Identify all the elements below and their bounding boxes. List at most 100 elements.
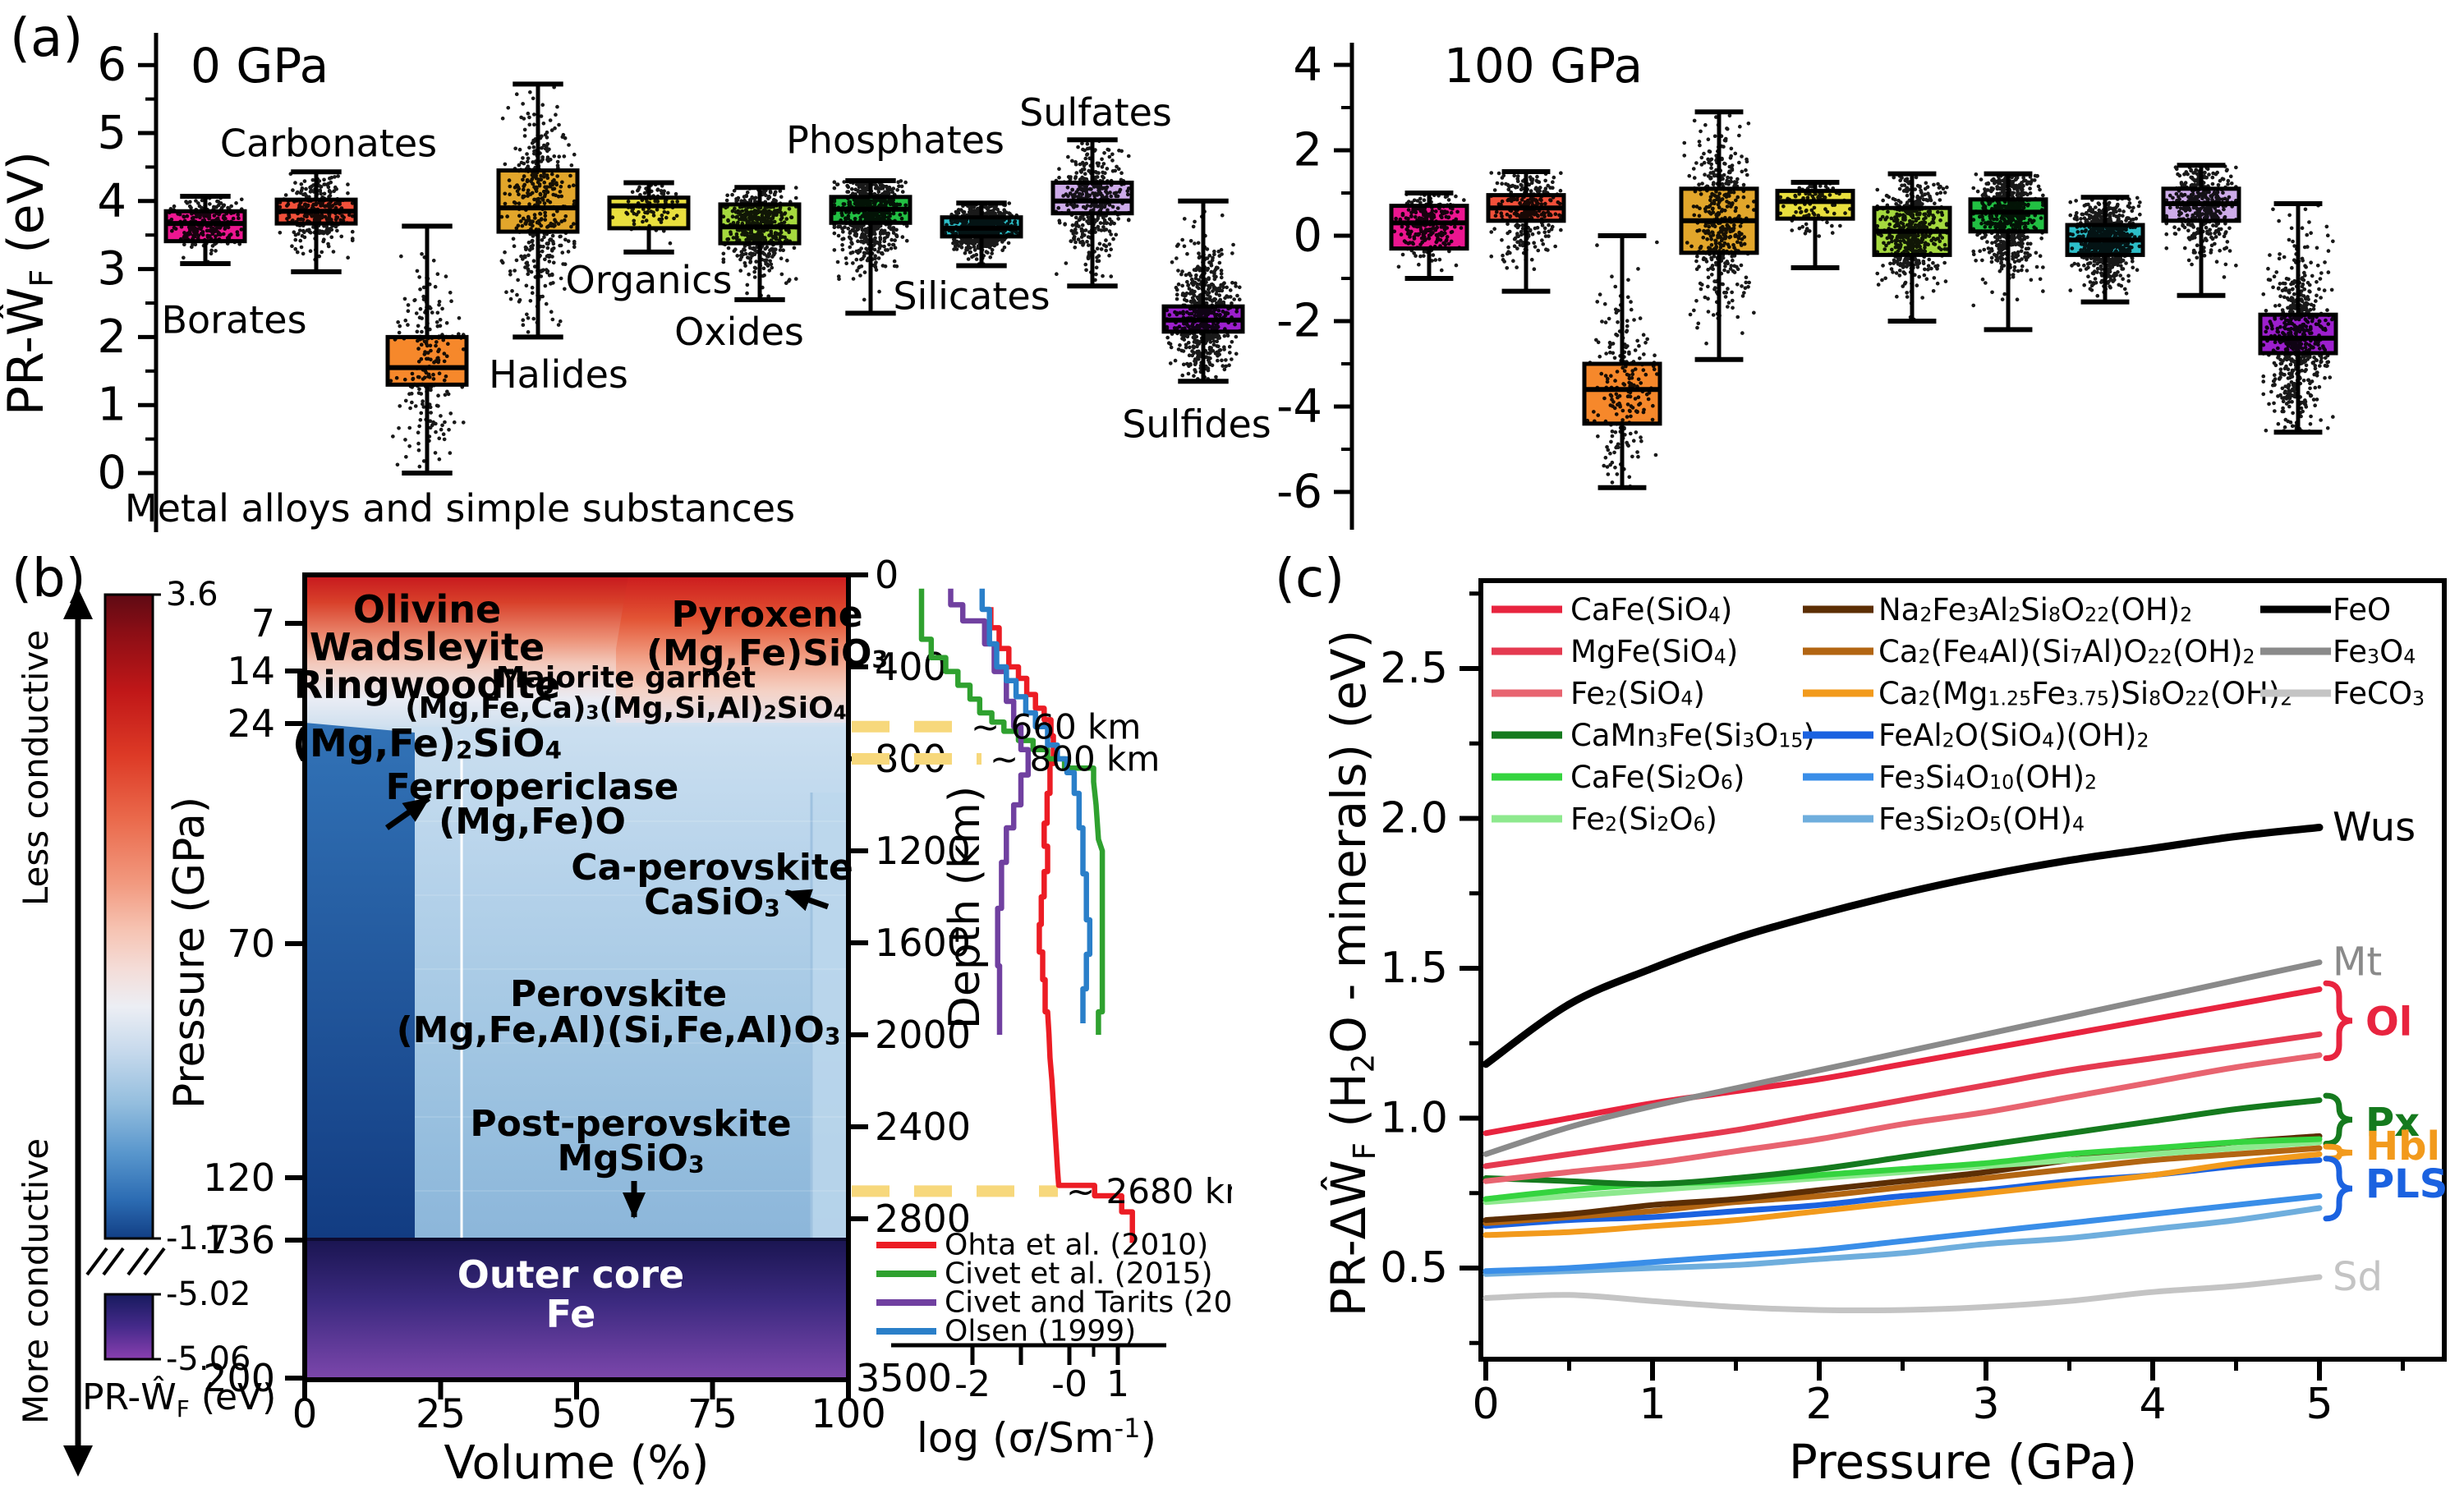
series-Fe2-SiO4- [1483,1052,2323,1184]
conductivity-plot: -2 -0 1 log (σ/Sm-1) Ohta et al. (2010)Civet… [876,588,1232,1462]
depth-last-label: 3500 [856,1356,952,1400]
box-phosphates [1968,171,2048,333]
ca-perovskite-arrow [784,889,830,912]
cond-legend-item: Ohta et al. (2010) [876,1229,1208,1262]
volume-tick-label: 100 [811,1391,886,1437]
legend-item: CaFe(SiO4) [1492,592,1732,627]
jitter-points [1778,182,1852,238]
cond-legend-label: Civet et al. (2015) [945,1257,1213,1291]
y-tick-label: 2.5 [1380,644,1448,693]
region-line: (Mg,Fe,Al)(Si,Fe,Al)O3 [397,1009,841,1051]
y-tick-label: -2 [1276,295,1322,348]
colorbar-upper [103,593,154,1240]
ferropericlase-column [305,723,415,1239]
y-tick-label: 6 [97,39,126,92]
plot-title: 0 GPa [191,38,329,94]
break-slash [143,1247,166,1276]
more-conductive-label: More conductive [16,1138,56,1424]
category-label: Phosphates [786,117,1004,162]
jitter-points [1971,172,2045,308]
legend-label: Ca2(Mg1.25Fe3.75)Si8O22(OH)2 [1878,676,2292,711]
box-sulfides [2258,201,2338,435]
legend-label: FeCO3 [2333,676,2425,711]
region-line: Wadsleyite [310,625,545,669]
boxplot-right: 4 2 0 -2 -4 -6 100 GPa [1276,38,2338,530]
legend-label: Fe3Si2O5(OH)4 [1878,802,2085,837]
y-tick-label: 4 [97,174,126,227]
pressure-axis-label: Pressure (GPa) [165,797,214,1109]
depth-tick-label: 0 [875,553,899,597]
volume-tick-label: 25 [416,1391,466,1437]
series-Civet-et-al-2015- [918,588,1106,1035]
pressure-axis: 714 24 70 120 136 200 Pressure (GPa) [165,601,305,1400]
cond-legend-label: Olsen (1999) [945,1315,1136,1349]
jitter-points [1682,113,1756,346]
region-line: CaSiO3 [644,881,780,923]
region-ferropericlase: Ferropericlase(Mg,Fe)O [386,766,679,843]
legend-item: FeCO3 [2260,676,2425,711]
box-halides [496,81,580,340]
box-organics [1775,180,1855,270]
legend-item: Fe2(SiO4) [1492,676,1705,711]
jitter-points [388,252,466,469]
cond-x-tick-label: -2 [954,1363,991,1405]
jitter-points [1875,174,1949,322]
arrow-down-head [63,1445,93,1477]
volume-axis: 0 25 50 75 100 Volume (%) [292,1380,886,1490]
curve-label-Hbl: Hbl [2365,1124,2440,1169]
y-axis-label: PR-ŴF (eV) [0,151,60,416]
x-tick-label: 2 [1805,1380,1832,1429]
box-borates [163,194,247,266]
line-chart: 0.5 1.0 1.5 2.0 2.5 0 1 2 3 4 5 Pressure (GPa) PR-ΔŴ… [1320,578,2448,1490]
cond-x-axis-label: log (σ/Sm-1) [917,1413,1156,1462]
legend-label: FeO [2333,592,2391,627]
series-Fe2-Si2O6- [1483,1139,2323,1206]
x-axis-label: Pressure (GPa) [1789,1434,2137,1490]
curve-group-brace [2323,1156,2353,1222]
y-tick-label: 0 [1293,209,1322,263]
pressure-tick-label: 14 [227,649,275,693]
region-line: MgSiO3 [557,1137,704,1179]
jitter-points [610,182,687,246]
boxplot-left: 0 1 2 3 4 5 6 0 GPa Borates Carbonates Metal alloy… [0,33,1271,532]
depth-axis-label: Depth (km) [940,786,990,1029]
cond-x-tick-label: -0 [1051,1363,1087,1405]
y-tick-label: 4 [1293,39,1322,92]
curve-label-PLS: PLS [2365,1161,2448,1207]
curve-group-brace [2323,1143,2353,1162]
depth-marker-label: ~ 2680 km [1066,1171,1232,1211]
category-label: Oxides [674,310,804,354]
legend-label: MgFe(SiO4) [1570,634,1738,669]
y-tick-label: -6 [1276,466,1322,519]
y-tick-label: 2 [97,310,126,364]
region-formula: (Mg,Fe)2SiO4 [292,721,562,765]
box-borates [1389,191,1469,281]
legend-label: CaFe(SiO4) [1570,592,1732,627]
cond-x-tick-label: 1 [1106,1363,1129,1405]
legend-label: Na2Fe3Al2Si8O22(OH)2 [1878,592,2192,627]
box-silicates [2065,195,2145,305]
y-tick-label: -4 [1276,380,1322,434]
cb-value-low2: -5.06 [166,1340,251,1378]
curve-group-brace [2323,1092,2353,1147]
box-metal-alloys-and-simple-substances [385,223,469,476]
depth-tick-label: 2800 [875,1197,971,1241]
region-line: Outer core [457,1252,685,1297]
break-slash [126,1247,149,1276]
region-perovskite: Perovskite(Mg,Fe,Al)(Si,Fe,Al)O3 [397,973,841,1051]
legend-item: MgFe(SiO4) [1492,634,1738,669]
series-CaMn3Fe-Si3O15- [1483,1097,2323,1188]
legend-label: CaFe(Si2O6) [1570,760,1745,795]
box-oxides [1872,171,1952,324]
region-line: Fe [546,1292,596,1336]
x-tick-label: 1 [1639,1380,1666,1429]
box-sulfates [1050,137,1134,289]
series-FeCO3 [1483,1274,2323,1314]
series-Fe3Si4O10-OH-2 [1483,1192,2323,1275]
series-Fe3O4 [1483,959,2323,1157]
legend-item: Na2Fe3Al2Si8O22(OH)2 [1803,592,2192,627]
legend-item: CaFe(Si2O6) [1492,760,1745,795]
